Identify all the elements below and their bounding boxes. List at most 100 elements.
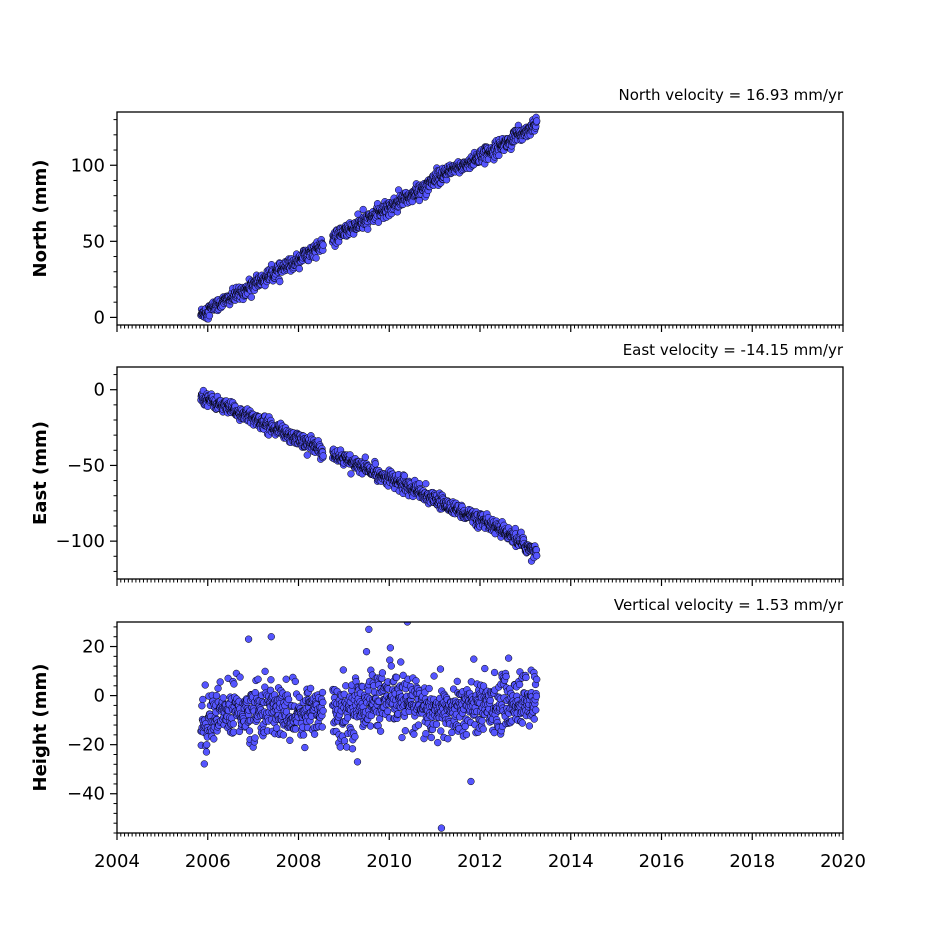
data-point xyxy=(340,737,349,745)
data-point xyxy=(470,655,478,663)
data-point xyxy=(236,673,244,681)
data-point xyxy=(245,727,254,735)
data-point xyxy=(319,707,327,715)
x-tick-label: 2006 xyxy=(185,851,231,872)
y-tick-label-north: 0 xyxy=(94,307,105,328)
velocity-label-height: Vertical velocity = 1.53 mm/yr xyxy=(614,596,844,614)
data-point xyxy=(533,675,541,684)
x-tick-label: 2014 xyxy=(548,851,594,872)
data-point xyxy=(295,693,303,702)
data-point xyxy=(214,684,222,693)
data-point xyxy=(525,722,534,730)
data-point xyxy=(210,735,218,743)
data-point xyxy=(400,472,409,480)
data-point xyxy=(284,695,293,704)
data-point xyxy=(387,662,395,670)
data-point xyxy=(199,695,207,704)
data-point xyxy=(386,644,395,652)
data-point xyxy=(292,725,300,733)
data-point xyxy=(478,717,486,725)
data-point xyxy=(522,673,530,682)
data-point xyxy=(392,673,401,682)
data-point xyxy=(422,480,430,488)
data-point xyxy=(366,722,375,730)
y-tick-label-east: −100 xyxy=(56,531,105,552)
data-point xyxy=(515,680,524,689)
data-point xyxy=(219,694,227,702)
data-point xyxy=(347,470,355,478)
data-point xyxy=(533,552,541,560)
data-point xyxy=(306,684,315,693)
data-point xyxy=(495,151,503,160)
data-point xyxy=(371,460,380,468)
data-point xyxy=(376,715,384,723)
x-tick-label: 2018 xyxy=(729,851,775,872)
data-point xyxy=(437,727,445,735)
data-point xyxy=(342,682,350,690)
data-point xyxy=(299,731,308,739)
data-point xyxy=(422,729,430,738)
x-tick-label: 2012 xyxy=(457,851,503,872)
data-point xyxy=(434,738,442,747)
data-point xyxy=(427,733,435,742)
data-point xyxy=(351,733,359,741)
data-point xyxy=(318,688,327,697)
y-axis-label-height: Height (mm) xyxy=(30,664,51,792)
y-tick-label-height: −40 xyxy=(67,784,105,805)
data-point xyxy=(319,241,327,249)
data-point xyxy=(486,696,494,705)
panel-east: East velocity = -14.15 mm/yr East (mm) 0 −5… xyxy=(30,341,844,586)
axes-frame-east xyxy=(116,366,844,580)
y-tick-label-height: 20 xyxy=(82,637,105,658)
velocity-label-north: North velocity = 16.93 mm/yr xyxy=(619,86,844,104)
data-point xyxy=(286,736,294,744)
outlier-point xyxy=(467,777,475,786)
data-point xyxy=(453,677,461,686)
data-point xyxy=(251,734,259,742)
y-tick-label-east: −50 xyxy=(67,455,105,476)
panel-height: Vertical velocity = 1.53 mm/yr Height (mm… xyxy=(30,596,866,872)
x-tick-label: 2008 xyxy=(276,851,322,872)
axes-frame-height xyxy=(116,621,844,834)
data-point xyxy=(378,669,387,677)
data-point xyxy=(319,698,327,707)
y-tick-label-height: −20 xyxy=(67,735,105,756)
data-point xyxy=(532,706,540,714)
data-point xyxy=(376,727,385,735)
data-point xyxy=(201,681,209,689)
data-point xyxy=(200,760,208,768)
data-point xyxy=(212,691,221,700)
data-point xyxy=(279,731,288,739)
x-tick-label: 2016 xyxy=(639,851,685,872)
data-point xyxy=(361,453,369,461)
data-point xyxy=(339,666,347,674)
data-point xyxy=(319,452,327,460)
x-tick-label: 2020 xyxy=(820,851,866,872)
data-point xyxy=(374,218,383,226)
data-point xyxy=(530,715,538,723)
data-point xyxy=(479,682,488,690)
y-tick-label-east: 0 xyxy=(94,380,105,401)
data-point xyxy=(310,730,319,738)
data-point xyxy=(364,225,372,233)
y-axis-label-north: North (mm) xyxy=(30,160,51,278)
data-point xyxy=(254,675,262,683)
data-point xyxy=(261,667,269,676)
y-axis-label-east: East (mm) xyxy=(30,421,51,525)
data-point xyxy=(410,730,418,738)
data-point xyxy=(490,668,499,677)
data-point xyxy=(205,312,214,320)
data-point xyxy=(301,743,309,752)
scatter-series-height xyxy=(197,622,541,832)
data-point xyxy=(504,654,513,662)
scatter-series-north xyxy=(197,113,541,323)
y-tick-label-height: 0 xyxy=(94,686,105,707)
data-point xyxy=(444,735,452,743)
data-point xyxy=(359,205,367,214)
data-point xyxy=(203,741,211,749)
data-point xyxy=(432,720,441,728)
data-point xyxy=(295,265,303,273)
data-point xyxy=(533,117,541,125)
data-point xyxy=(399,671,407,679)
data-point xyxy=(401,727,409,735)
